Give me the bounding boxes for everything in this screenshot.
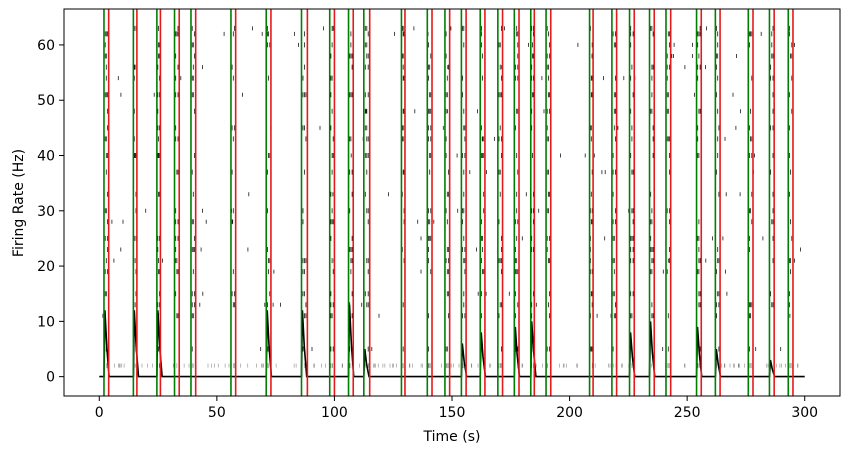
raster-row (104, 53, 793, 59)
y-tick-label: 20 (37, 259, 55, 275)
x-axis-ticks: 0 50 100 150 200 250 300 (95, 396, 818, 421)
raster-row (103, 169, 794, 175)
x-tick-label: 100 (321, 405, 348, 421)
raster-row (104, 208, 789, 214)
x-tick-label: 200 (556, 405, 583, 421)
raster-row (103, 291, 794, 297)
y-tick-label: 50 (37, 93, 55, 109)
y-tick-label: 0 (46, 370, 55, 386)
axes-frame (63, 8, 841, 397)
y-tick-label: 40 (37, 149, 55, 165)
x-tick-label: 0 (95, 405, 104, 421)
x-tick-label: 50 (208, 405, 226, 421)
raster-row (104, 235, 793, 241)
raster-row (107, 125, 790, 131)
y-axis-label: Firing Rate (Hz) (11, 149, 27, 257)
raster-row (104, 136, 770, 142)
firing-rate-trace (99, 304, 805, 378)
x-axis-label: Time (s) (423, 429, 481, 445)
raster-row (104, 269, 791, 275)
y-tick-label: 30 (37, 204, 55, 220)
raster-row (103, 363, 799, 369)
y-axis-ticks: 0 10 20 30 40 50 60 (37, 38, 64, 386)
y-tick-label: 60 (37, 38, 55, 54)
raster-row (103, 302, 790, 308)
raster-row (102, 313, 791, 319)
event-markers (103, 9, 794, 396)
raster-row (103, 75, 793, 81)
raster-row (105, 153, 790, 158)
raster-row (104, 92, 790, 98)
x-tick-label: 150 (439, 405, 466, 421)
raster-row (103, 25, 790, 31)
rate-line (99, 304, 805, 378)
raster-row (103, 219, 791, 225)
x-tick-label: 300 (791, 405, 818, 421)
y-tick-label: 10 (37, 314, 55, 330)
x-tick-label: 250 (674, 405, 701, 421)
raster-row (103, 191, 790, 197)
